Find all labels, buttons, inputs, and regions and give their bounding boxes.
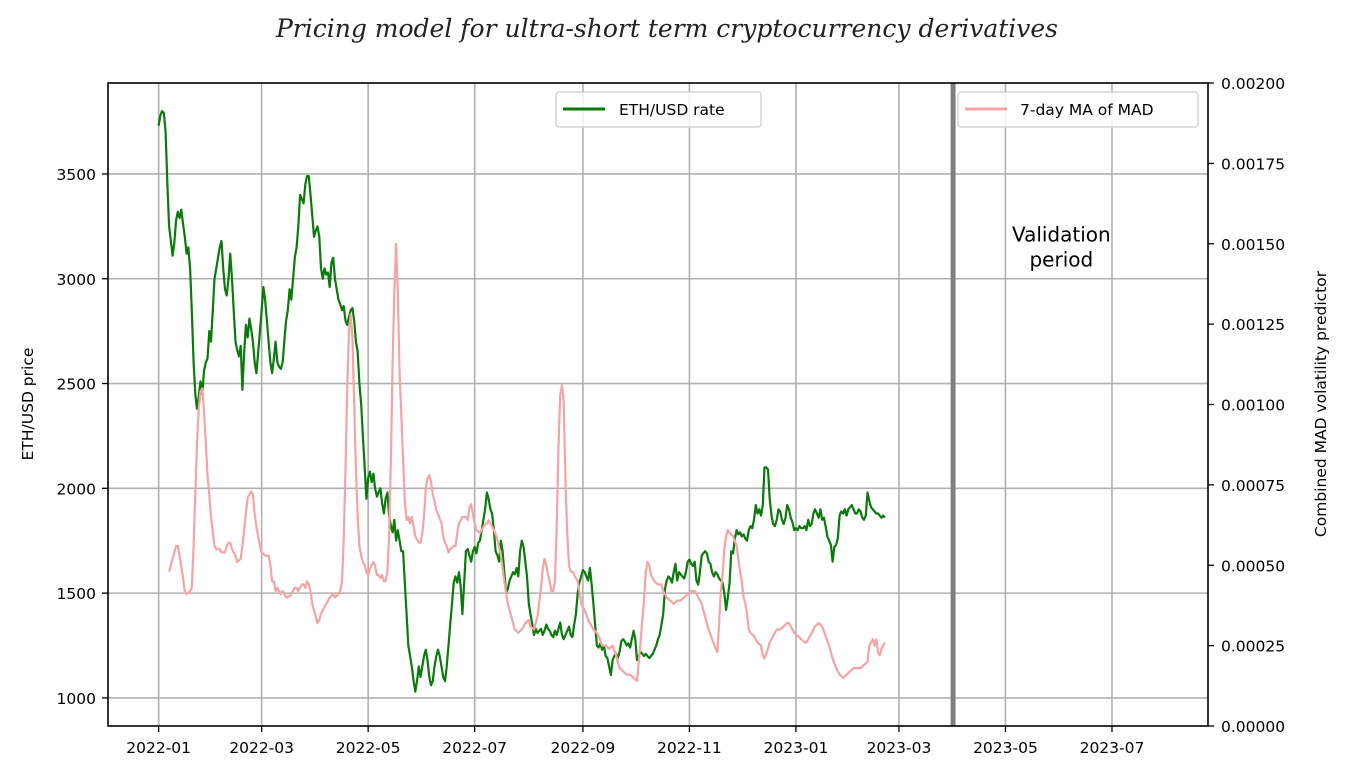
- y-left-tick-label: 1500: [57, 585, 96, 603]
- y-right-tick-label: 0.00075: [1221, 477, 1285, 495]
- x-tick-label: 2022-07: [442, 739, 507, 757]
- y-right-tick-label: 0.00125: [1221, 316, 1285, 334]
- y-right-tick-label: 0.00175: [1221, 155, 1285, 173]
- legend-mad-box: [957, 91, 1199, 128]
- y-left-tick-label: 2000: [57, 480, 96, 498]
- chart-title: Pricing model for ultra-short term crypt…: [275, 14, 1059, 43]
- y-right-tick-label: 0.00025: [1221, 638, 1285, 656]
- x-tick-label: 2022-11: [657, 739, 722, 757]
- mad-ma-line: [168, 242, 886, 683]
- y-left-tick-label: 1000: [57, 690, 96, 708]
- x-tick-label: 2022-03: [229, 739, 294, 757]
- y-left-tick-label: 3000: [57, 271, 96, 289]
- series-layer: [157, 110, 886, 693]
- x-tick-label: 2023-07: [1080, 739, 1145, 757]
- legend-mad: 7-day MA of MAD: [957, 91, 1199, 128]
- axes-frame: [107, 82, 1209, 727]
- y-axis-right: 0.00000 0.00025 0.00050 0.00075 0.00100 0.001…: [1208, 75, 1285, 736]
- y-axis-left-label: ETH/USD price: [19, 348, 37, 461]
- y-axis-left: 1000 1500 2000 2500 3000 3500: [57, 166, 108, 708]
- y-right-tick-label: 0.00100: [1221, 397, 1285, 415]
- x-tick-label: 2022-09: [551, 739, 616, 757]
- y-right-tick-label: 0.00050: [1221, 557, 1285, 575]
- x-tick-label: 2023-03: [867, 739, 932, 757]
- x-axis: 2022-01 2022-03 2022-05 2022-07 2022-09 2022-…: [126, 726, 1144, 757]
- x-tick-label: 2023-01: [764, 739, 829, 757]
- x-tick-label: 2023-05: [973, 739, 1038, 757]
- y-left-tick-label: 2500: [57, 376, 96, 394]
- y-left-tick-label: 3500: [57, 166, 96, 184]
- eth-usd-line: [157, 110, 886, 693]
- legend-eth-box: [555, 91, 762, 128]
- grid: [108, 83, 1208, 726]
- x-tick-label: 2022-01: [126, 739, 191, 757]
- legend-mad-label: 7-day MA of MAD: [1020, 101, 1154, 119]
- annotation-line-1: Validation: [1012, 222, 1111, 246]
- validation-annotation: Validation period: [1012, 222, 1111, 271]
- y-right-tick-label: 0.00200: [1221, 75, 1285, 93]
- y-axis-right-label: Combined MAD volatility predictor: [1312, 270, 1330, 537]
- x-tick-label: 2022-05: [336, 739, 401, 757]
- legend-eth: ETH/USD rate: [555, 91, 762, 128]
- y-right-tick-label: 0.00000: [1221, 718, 1285, 736]
- y-right-tick-label: 0.00150: [1221, 236, 1285, 254]
- annotation-line-2: period: [1029, 247, 1093, 271]
- legend-eth-label: ETH/USD rate: [619, 101, 725, 119]
